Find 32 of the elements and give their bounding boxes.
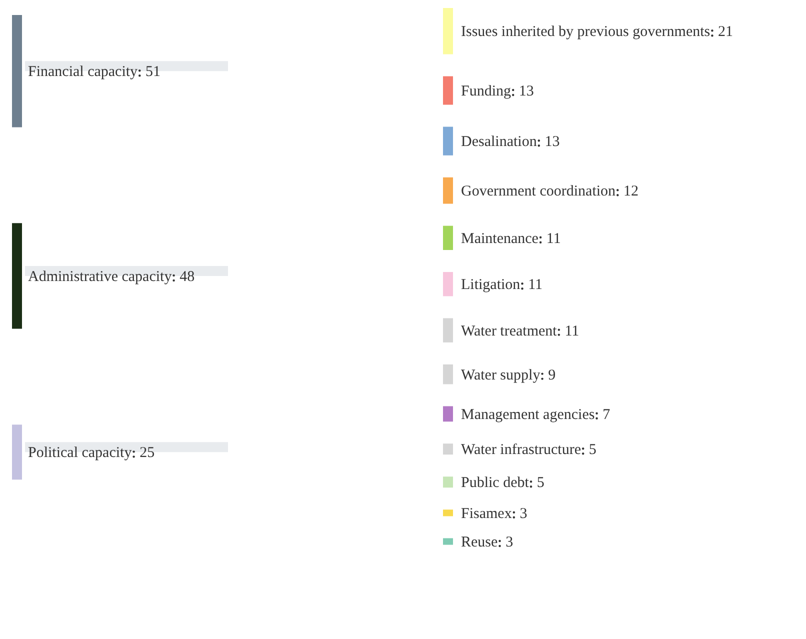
data-label: 13 <box>518 84 534 100</box>
category-label: Financial capacity <box>28 64 138 80</box>
category-label: Funding <box>461 84 512 100</box>
category-label: Fisamex <box>461 506 512 522</box>
category-label: Desalination <box>461 134 538 150</box>
category-label: Administrative capacity <box>28 268 172 285</box>
category-label: Government coordination <box>461 184 616 200</box>
data-label: 25 <box>140 445 155 462</box>
category-label: Water treatment <box>461 323 558 340</box>
data-label: 21 <box>718 24 734 40</box>
data-label: 48 <box>180 268 195 285</box>
data-label: 3 <box>506 534 514 550</box>
data-label: 51 <box>145 64 160 80</box>
category-label: Water infrastructure <box>461 442 582 458</box>
category-label: Reuse <box>461 534 498 550</box>
data-label: 9 <box>548 367 556 384</box>
category-label: Litigation <box>461 277 521 294</box>
data-label: 11 <box>564 323 580 340</box>
data-label: 13 <box>544 134 560 150</box>
category-label: Water supply <box>461 367 541 384</box>
category-label: Public debt <box>461 475 530 492</box>
data-label: 3 <box>520 506 528 522</box>
data-label: 5 <box>536 475 544 492</box>
category-label: Management agencies <box>461 406 595 423</box>
data-label: 12 <box>623 184 638 200</box>
data-label: 7 <box>602 406 611 423</box>
data-label: 11 <box>546 230 561 247</box>
category-label: Maintenance <box>461 230 539 247</box>
data-label: 5 <box>588 442 596 458</box>
data-label: 11 <box>528 277 543 294</box>
category-label: Issues inherited by previous governments <box>461 24 710 40</box>
category-label: Political capacity <box>28 445 132 462</box>
